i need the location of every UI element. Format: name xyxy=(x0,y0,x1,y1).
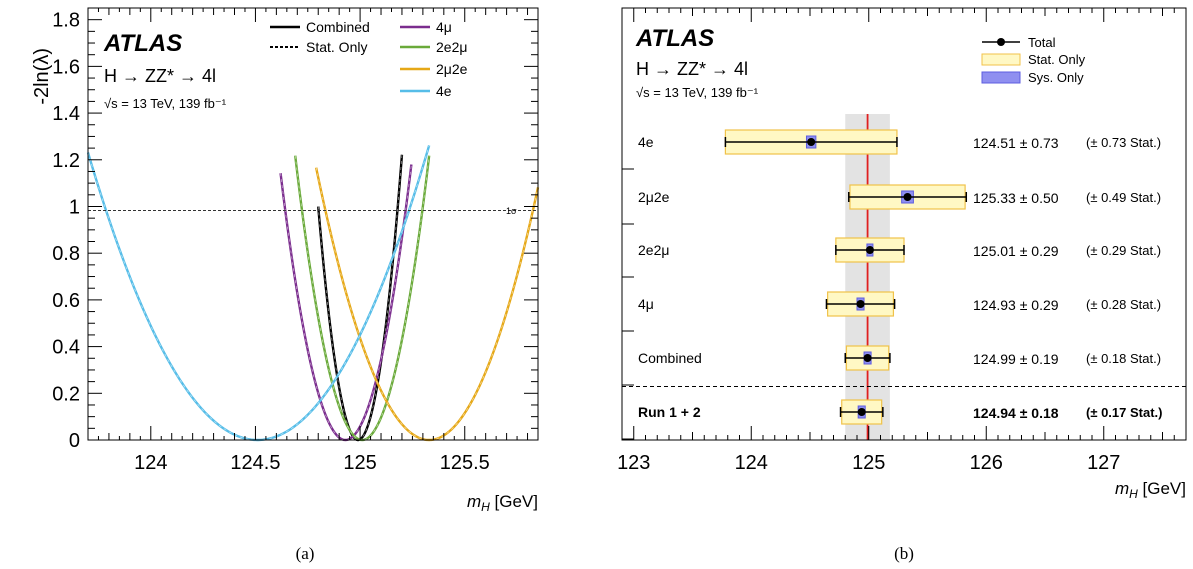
a-curve-statonly-4mu xyxy=(280,164,412,441)
a-x-tick-label: 124.5 xyxy=(230,452,280,474)
a-y-axis: 0 0.2 0.4 0.6 0.8 1 1.2 1.4 1.6 1.8 xyxy=(52,10,538,452)
b-row-stat: (± 0.28 Stat.) xyxy=(1086,297,1161,312)
b-x-axis: 123 124 125 126 127 xyxy=(617,8,1187,474)
b-row-value: 124.94 ± 0.18 xyxy=(973,405,1059,421)
b-legend-total-label: Total xyxy=(1028,35,1056,50)
b-row: 2e2μ 125.01 ± 0.29 (± 0.29 Stat.) xyxy=(638,237,1161,263)
b-point xyxy=(863,354,872,362)
b-row-value: 125.33 ± 0.50 xyxy=(973,190,1059,206)
b-x-tick-label: 123 xyxy=(617,452,650,474)
b-row-label: 4e xyxy=(638,134,654,150)
a-x-axis-label: mH [GeV] xyxy=(467,492,538,514)
b-row: 4μ 124.93 ± 0.29 (± 0.28 Stat.) xyxy=(638,291,1161,317)
a-curve-4mu xyxy=(279,164,413,442)
a-energy-label: √s = 13 TeV, 139 fb⁻¹ xyxy=(104,96,227,111)
b-atlas-label: ATLAS xyxy=(635,25,714,52)
a-y-tick-label: 0.8 xyxy=(52,243,80,265)
a-one-sigma-label: 1σ xyxy=(506,206,517,216)
a-legend-statonly-label: Stat. Only xyxy=(306,39,367,55)
b-row-label: 4μ xyxy=(638,296,654,312)
b-row: Run 1 + 2 124.94 ± 0.18 (± 0.17 Stat.) xyxy=(638,399,1163,425)
caption-a: (a) xyxy=(296,544,315,563)
b-x-axis-label: mH [GeV] xyxy=(1115,479,1186,501)
b-point xyxy=(856,300,865,308)
caption-b: (b) xyxy=(894,544,914,563)
a-x-tick-label: 125 xyxy=(343,452,376,474)
b-row-stat: (± 0.17 Stat.) xyxy=(1086,405,1163,420)
a-y-tick-label: 0.4 xyxy=(52,337,80,359)
a-x-tick-label: 125.5 xyxy=(440,452,490,474)
a-y-tick-label: 1.6 xyxy=(52,56,80,78)
b-x-tick-label: 126 xyxy=(970,452,1003,474)
b-point xyxy=(857,408,866,416)
b-y-ticks xyxy=(622,168,634,440)
a-y-tick-label: 1.8 xyxy=(52,10,80,32)
b-x-tick-label: 125 xyxy=(852,452,885,474)
a-x-tick-label: 124 xyxy=(134,452,167,474)
b-row-stat: (± 0.29 Stat.) xyxy=(1086,243,1161,258)
a-process-label: H → ZZ* → 4l xyxy=(104,66,216,86)
a-legend-combined-label: Combined xyxy=(306,19,370,35)
a-legend-2mu2e-label: 2μ2e xyxy=(436,61,468,77)
b-row-label: 2μ2e xyxy=(638,189,670,205)
b-row-label: Combined xyxy=(638,350,702,366)
a-atlas-label: ATLAS xyxy=(103,30,182,57)
a-legend: Combined Stat. Only 4μ 2e2μ 2μ2e 4e xyxy=(270,19,468,99)
b-legend-stat-box xyxy=(981,53,1021,66)
b-legend-total-marker xyxy=(997,38,1005,46)
b-point xyxy=(865,246,874,254)
a-y-tick-label: 1.4 xyxy=(52,103,80,125)
a-legend-4e-label: 4e xyxy=(436,83,452,99)
a-legend-2e2mu-label: 2e2μ xyxy=(436,39,467,55)
a-y-tick-label: 1.2 xyxy=(52,150,80,172)
b-point xyxy=(903,193,912,201)
a-curves xyxy=(86,145,540,442)
b-x-tick-label: 127 xyxy=(1087,452,1120,474)
b-legend-sys-box xyxy=(981,71,1021,84)
b-x-tick-label: 124 xyxy=(735,452,768,474)
a-frame xyxy=(87,7,539,441)
b-process-label: H → ZZ* → 4l xyxy=(636,59,748,79)
panel-a: 1σ 00.20.40.60.811.21.41.61.8 124 124.5 12… xyxy=(31,7,540,514)
b-row-value: 125.01 ± 0.29 xyxy=(973,243,1059,259)
b-row-value: 124.93 ± 0.29 xyxy=(973,297,1059,313)
b-row-label: Run 1 + 2 xyxy=(638,404,701,420)
b-energy-label: √s = 13 TeV, 139 fb⁻¹ xyxy=(636,85,759,100)
a-y-tick-label: 0 xyxy=(69,430,80,452)
a-y-axis-label: -2ln(λ) xyxy=(31,48,53,105)
a-curve-2e2mu xyxy=(294,155,431,442)
b-row-stat: (± 0.49 Stat.) xyxy=(1086,190,1161,205)
b-row-stat: (± 0.73 Stat.) xyxy=(1086,135,1161,150)
b-row-value: 124.99 ± 0.19 xyxy=(973,351,1059,367)
b-combined-band xyxy=(845,114,890,440)
b-legend: Total Stat. Only Sys. Only xyxy=(981,35,1086,85)
b-row-stat: (± 0.18 Stat.) xyxy=(1086,351,1161,366)
a-legend-4mu-label: 4μ xyxy=(436,19,452,35)
a-curve-statonly-2mu2e xyxy=(315,167,539,441)
a-y-tick-label: 0.6 xyxy=(52,290,80,312)
a-x-axis: 124 124.5 125 125.5 xyxy=(97,8,539,474)
a-curve-4e xyxy=(86,145,431,442)
b-point xyxy=(807,138,816,146)
panel-b: 4e 124.51 ± 0.73 (± 0.73 Stat.) 2μ2e 125.33 … xyxy=(617,7,1187,501)
b-row-value: 124.51 ± 0.73 xyxy=(973,135,1059,151)
b-row-label: 2e2μ xyxy=(638,242,669,258)
a-y-tick-label: 0.2 xyxy=(52,383,80,405)
b-legend-stat-label: Stat. Only xyxy=(1028,52,1086,67)
b-rows: 4e 124.51 ± 0.73 (± 0.73 Stat.) 2μ2e 125.33 … xyxy=(638,129,1163,425)
a-y-tick-label: 1 xyxy=(69,196,80,218)
b-row: 4e 124.51 ± 0.73 (± 0.73 Stat.) xyxy=(638,129,1161,155)
b-row: Combined 124.99 ± 0.19 (± 0.18 Stat.) xyxy=(638,345,1161,371)
b-row: 2μ2e 125.33 ± 0.50 (± 0.49 Stat.) xyxy=(638,184,1161,210)
b-legend-sys-label: Sys. Only xyxy=(1028,70,1084,85)
